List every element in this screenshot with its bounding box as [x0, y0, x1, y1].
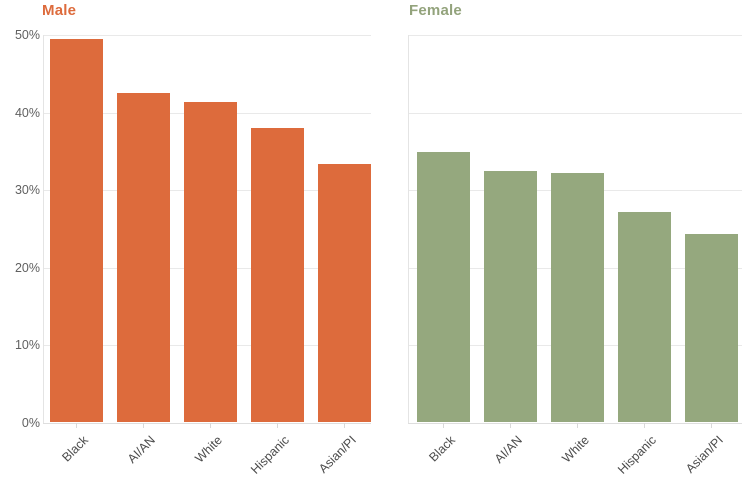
x-axis-baseline — [43, 423, 371, 424]
chart-title-female: Female — [409, 2, 462, 19]
bar-female-white — [551, 172, 604, 422]
gridline-40pct — [408, 112, 742, 114]
x-axis-baseline — [408, 423, 742, 424]
y-axis-tick-label: 30% — [14, 183, 40, 198]
bar-female-ai-an — [484, 171, 537, 422]
bar-male-white — [184, 101, 237, 422]
bar-male-hispanic — [251, 127, 304, 422]
plot-area-male: Black AI/AN White Hispanic Asian/PI — [43, 35, 371, 477]
bar-male-black — [50, 39, 103, 422]
x-axis-tick — [711, 423, 712, 428]
x-axis-tick — [210, 423, 211, 428]
plot-area-female: Black AI/AN White Hispanic Asian/PI — [408, 35, 742, 477]
y-axis-tick-label: 50% — [14, 28, 40, 42]
y-axis-tick-label: 20% — [14, 260, 40, 275]
x-axis-label-black: Black — [58, 433, 91, 465]
gridline-50pct — [408, 35, 742, 36]
gridline-50pct — [43, 35, 371, 36]
y-axis-spine — [43, 35, 44, 423]
y-axis-tick-label: 40% — [14, 105, 40, 120]
x-axis-tick — [143, 423, 144, 428]
x-axis-tick — [76, 423, 77, 428]
y-axis-tick-label: 10% — [14, 338, 40, 353]
y-axis-tick-label: 0% — [21, 416, 40, 430]
bar-female-black — [417, 151, 470, 422]
x-axis-tick — [577, 423, 578, 428]
x-axis-tick — [277, 423, 278, 428]
bar-male-ai-an — [117, 92, 170, 422]
x-axis-tick — [443, 423, 444, 428]
chart-title-male: Male — [42, 2, 77, 19]
x-axis-tick — [510, 423, 511, 428]
bar-female-asian-pi — [685, 234, 738, 422]
bar-male-asian-pi — [318, 164, 371, 422]
y-axis-spine — [408, 35, 409, 423]
x-axis-tick — [644, 423, 645, 428]
x-axis-tick — [344, 423, 345, 428]
x-axis-label-black: Black — [425, 433, 458, 465]
bar-female-hispanic — [618, 212, 671, 422]
